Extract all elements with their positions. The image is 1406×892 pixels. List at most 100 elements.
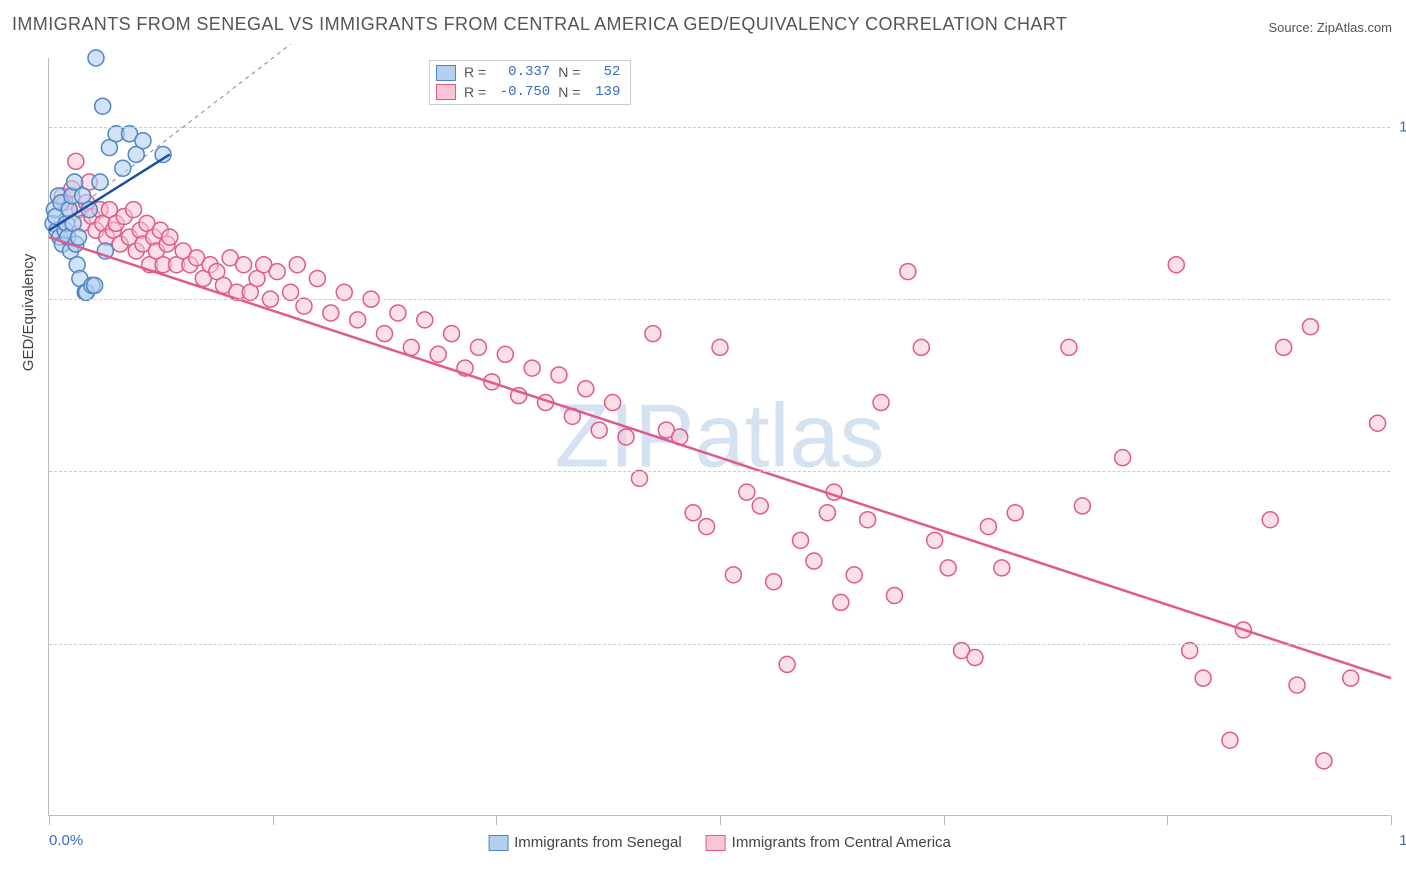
data-point xyxy=(417,312,433,328)
data-point xyxy=(645,326,661,342)
data-point xyxy=(1222,732,1238,748)
data-point xyxy=(578,381,594,397)
data-point xyxy=(126,202,142,218)
data-point xyxy=(846,567,862,583)
y-tick-label: 100.0% xyxy=(1399,118,1406,135)
x-tick xyxy=(273,815,274,825)
data-point xyxy=(725,567,741,583)
legend-swatch xyxy=(436,84,456,100)
data-point xyxy=(95,98,111,114)
legend-n-value: 139 xyxy=(588,83,620,103)
legend-series-label: Immigrants from Senegal xyxy=(514,834,682,851)
data-point xyxy=(269,264,285,280)
data-point xyxy=(88,50,104,66)
data-point xyxy=(1007,505,1023,521)
data-point xyxy=(309,271,325,287)
data-point xyxy=(779,656,795,672)
data-point xyxy=(806,553,822,569)
data-point xyxy=(470,339,486,355)
data-point xyxy=(1289,677,1305,693)
data-point xyxy=(766,574,782,590)
data-point xyxy=(1074,498,1090,514)
data-point xyxy=(430,346,446,362)
data-point xyxy=(739,484,755,500)
data-point xyxy=(162,229,178,245)
source-label: Source: ZipAtlas.com xyxy=(1268,20,1392,35)
data-point xyxy=(886,587,902,603)
x-axis-max-label: 100.0% xyxy=(1399,832,1406,849)
data-point xyxy=(618,429,634,445)
data-point xyxy=(1316,753,1332,769)
legend-series-label: Immigrants from Central America xyxy=(732,834,951,851)
data-point xyxy=(336,284,352,300)
gridline-h xyxy=(49,471,1390,472)
data-point xyxy=(497,346,513,362)
data-point xyxy=(1276,339,1292,355)
data-point xyxy=(323,305,339,321)
data-point xyxy=(699,519,715,535)
data-point xyxy=(115,160,131,176)
x-axis-min-label: 0.0% xyxy=(49,832,83,849)
legend-swatch xyxy=(488,835,508,851)
legend-swatch xyxy=(436,65,456,81)
legend-swatch xyxy=(706,835,726,851)
data-point xyxy=(913,339,929,355)
legend-n-value: 52 xyxy=(588,63,620,83)
x-tick xyxy=(1391,815,1392,825)
data-point xyxy=(631,470,647,486)
legend-r-value: 0.337 xyxy=(494,63,550,83)
legend-row: R = 0.337N = 52 xyxy=(436,63,620,83)
regression-line xyxy=(49,237,1391,678)
data-point xyxy=(92,174,108,190)
legend-r-label: R = xyxy=(464,83,486,103)
gridline-h xyxy=(49,299,1390,300)
data-point xyxy=(685,505,701,521)
data-point xyxy=(591,422,607,438)
data-point xyxy=(1195,670,1211,686)
data-point xyxy=(833,594,849,610)
correlation-legend: R = 0.337N = 52R = -0.750 N = 139 xyxy=(429,60,631,105)
legend-item: Immigrants from Central America xyxy=(706,834,951,851)
data-point xyxy=(605,395,621,411)
gridline-h xyxy=(49,644,1390,645)
data-point xyxy=(135,133,151,149)
chart-title: IMMIGRANTS FROM SENEGAL VS IMMIGRANTS FR… xyxy=(12,14,1067,35)
data-point xyxy=(71,229,87,245)
data-point xyxy=(283,284,299,300)
plot-area: ZIPatlas R = 0.337N = 52R =-0.750N =139 … xyxy=(48,58,1390,816)
data-point xyxy=(1115,450,1131,466)
data-point xyxy=(1370,415,1386,431)
x-tick xyxy=(720,815,721,825)
legend-row: R = -0.750 N = 139 xyxy=(436,83,620,103)
y-axis-title: GED/Equivalency xyxy=(20,254,37,372)
data-point xyxy=(403,339,419,355)
data-point xyxy=(819,505,835,521)
data-point xyxy=(296,298,312,314)
data-point xyxy=(524,360,540,376)
data-point xyxy=(793,532,809,548)
data-point xyxy=(377,326,393,342)
data-point xyxy=(712,339,728,355)
legend-n-label: N = xyxy=(558,83,580,103)
data-point xyxy=(1302,319,1318,335)
data-point xyxy=(1182,643,1198,659)
data-point xyxy=(1168,257,1184,273)
data-point xyxy=(927,532,943,548)
data-point xyxy=(873,395,889,411)
data-point xyxy=(68,153,84,169)
data-point xyxy=(900,264,916,280)
x-tick xyxy=(1167,815,1168,825)
x-tick xyxy=(496,815,497,825)
data-point xyxy=(1262,512,1278,528)
data-point xyxy=(980,519,996,535)
legend-r-value: -0.750 xyxy=(494,83,550,103)
data-point xyxy=(1061,339,1077,355)
scatter-svg xyxy=(49,58,1390,815)
series-legend: Immigrants from Senegal Immigrants from C… xyxy=(488,834,951,851)
x-tick xyxy=(49,815,50,825)
gridline-h xyxy=(49,127,1390,128)
data-point xyxy=(551,367,567,383)
data-point xyxy=(236,257,252,273)
legend-item: Immigrants from Senegal xyxy=(488,834,682,851)
data-point xyxy=(994,560,1010,576)
